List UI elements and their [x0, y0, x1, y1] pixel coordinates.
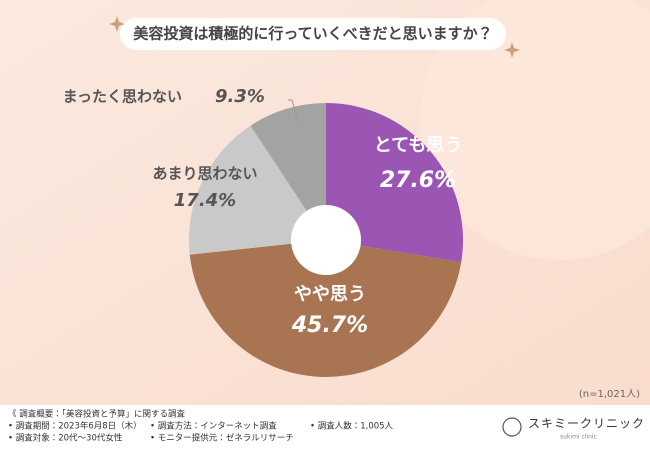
donut-hole: [291, 205, 361, 275]
sparkle: [504, 42, 520, 58]
category-label: あまり思わない: [152, 165, 257, 183]
title-box: [120, 18, 506, 50]
category-label: やや思う: [294, 284, 366, 305]
slice: [189, 240, 462, 377]
value-label: 9.3%: [215, 86, 265, 107]
logo: スキミークリニック: [528, 417, 645, 431]
footer-band: [0, 405, 650, 450]
pie: とても思う 27.6% やや思う 45.7% あまり思わない 17.4% まったく思わない 9…: [63, 86, 463, 377]
logo-sub: sukimi clinic: [560, 434, 597, 441]
category-label: とても思う: [374, 135, 463, 156]
value-label: 27.6%: [380, 168, 456, 193]
slice: [188, 125, 326, 255]
logo-icon: [502, 417, 522, 437]
sparkle: [109, 16, 125, 32]
footer-item: • 調査対象：20代〜30代女性: [8, 433, 123, 444]
category-label: まったく思わない: [63, 88, 182, 106]
value-label: 45.7%: [291, 313, 368, 338]
slice: [326, 103, 463, 263]
slice: [250, 103, 326, 240]
footer-item: • 調査期間：2023年6月8日（木）: [8, 421, 142, 432]
chart-title: 美容投資は積極的に行っていくべきだと思いますか？: [132, 25, 492, 43]
footer-item: • 調査方法：インターネット調査: [150, 421, 277, 432]
leader-line: [288, 99, 299, 123]
sample-note: (n=1,021人): [579, 389, 640, 400]
footer-item: • 調査人数：1,005人: [310, 421, 394, 432]
footer-item: • モニター提供元：ゼネラルリサーチ: [150, 433, 294, 444]
decor-circle: [420, 0, 650, 260]
footer: 《 調査概要：「美容投資と予算」に関する調査 • 調査期間：2023年6月8日（…: [8, 409, 394, 444]
footer-heading: 《 調査概要：「美容投資と予算」に関する調査: [8, 409, 185, 420]
value-label: 17.4%: [174, 190, 236, 211]
